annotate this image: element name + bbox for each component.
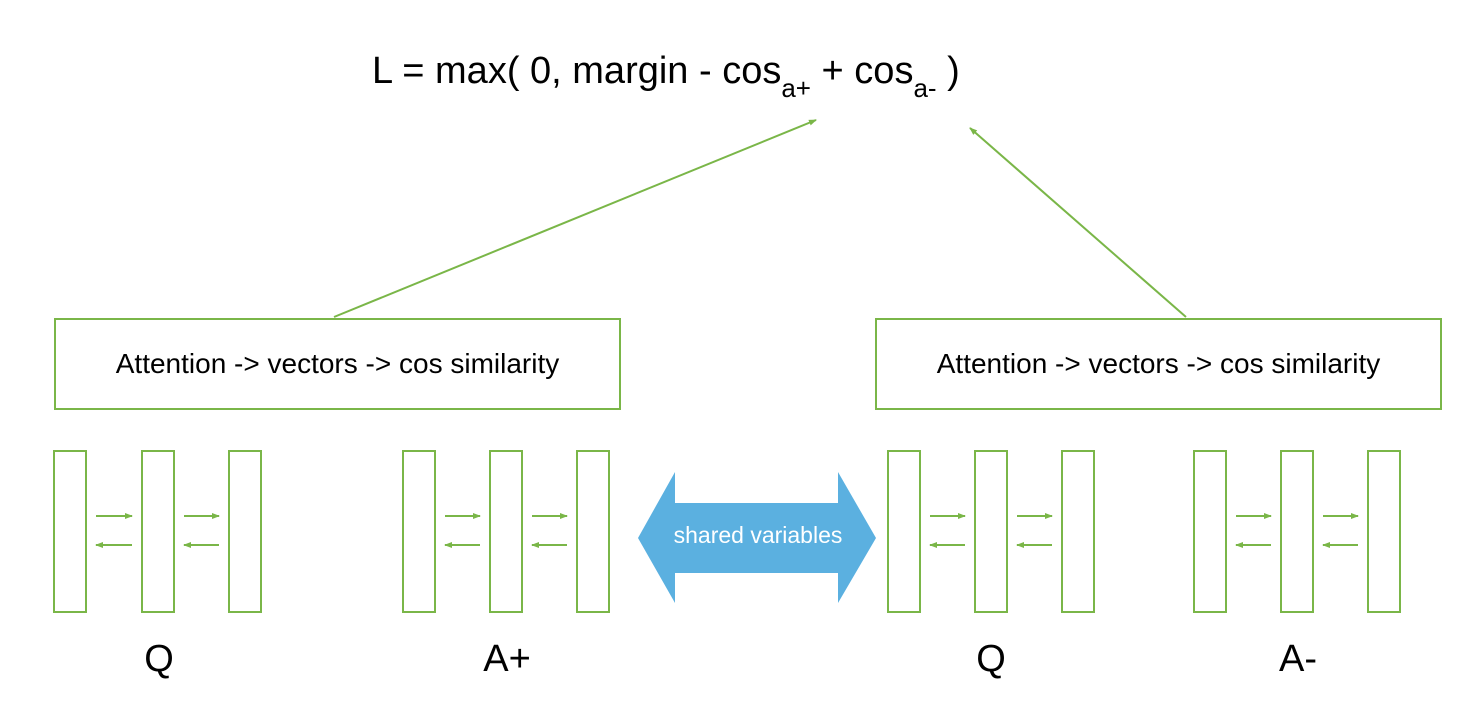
shared-variables-label: shared variables (673, 522, 843, 548)
shared-variables-arrow (638, 472, 876, 603)
lstm-cell (141, 450, 175, 613)
formula-sub-negative: a- (913, 73, 937, 103)
group-label-question-2: Q (976, 638, 1006, 680)
group-label-answer-negative: A- (1279, 638, 1317, 680)
formula-middle: + cos (811, 50, 914, 92)
group-label-answer-positive: A+ (483, 638, 531, 680)
lstm-cell (1061, 450, 1095, 613)
lstm-cell (1193, 450, 1227, 613)
formula-sub-positive: a+ (781, 73, 811, 103)
lstm-cell (53, 450, 87, 613)
lstm-cell (576, 450, 610, 613)
lstm-cell (1280, 450, 1314, 613)
internal-arrows (95, 513, 1359, 548)
lstm-cell (1367, 450, 1401, 613)
arrow-right-to-formula (969, 127, 1187, 318)
group-label-question-1: Q (144, 638, 174, 680)
loss-formula: L = max( 0, margin - cosa+ + cosa- ) (372, 50, 960, 101)
attention-box-left: Attention -> vectors -> cos similarity (54, 318, 621, 410)
attention-box-left-label: Attention -> vectors -> cos similarity (115, 348, 560, 379)
lstm-cell (489, 450, 523, 613)
attention-box-right-label: Attention -> vectors -> cos similarity (936, 348, 1381, 379)
lstm-cell (402, 450, 436, 613)
formula-main: L = max( 0, margin - cos (372, 50, 782, 92)
lstm-cell (974, 450, 1008, 613)
formula-end: ) (936, 50, 960, 92)
arrow-left-to-formula (333, 119, 817, 318)
attention-box-right: Attention -> vectors -> cos similarity (875, 318, 1442, 410)
lstm-cell (887, 450, 921, 613)
lstm-cell (228, 450, 262, 613)
